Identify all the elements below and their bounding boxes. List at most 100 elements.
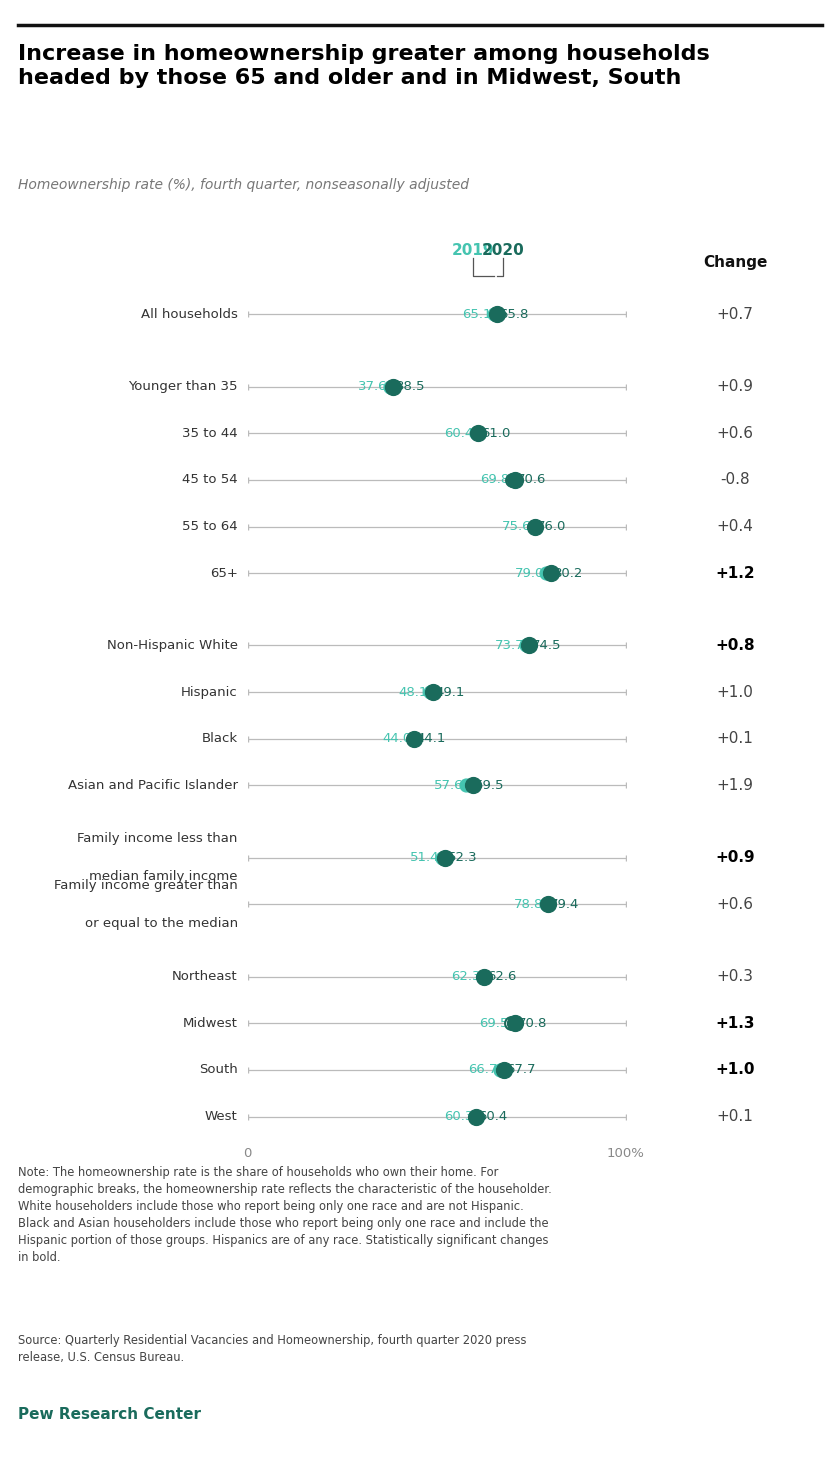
Text: +0.7: +0.7 [717, 306, 753, 322]
Point [544, 561, 558, 585]
Point [386, 375, 400, 398]
Text: 51.4: 51.4 [410, 851, 440, 865]
Text: 69.8: 69.8 [480, 474, 509, 487]
Text: 76.0: 76.0 [538, 521, 567, 534]
Text: 37.6: 37.6 [358, 381, 388, 394]
Text: 78.8: 78.8 [514, 898, 543, 911]
Text: 65+: 65+ [210, 567, 238, 580]
Text: 60.4: 60.4 [444, 427, 474, 440]
Point [490, 303, 503, 327]
Text: +0.9: +0.9 [715, 850, 755, 865]
Point [487, 303, 501, 327]
Text: 73.7: 73.7 [495, 639, 524, 652]
Text: +0.4: +0.4 [717, 519, 753, 534]
Text: 55 to 64: 55 to 64 [182, 521, 238, 534]
Point [509, 1012, 522, 1035]
Point [541, 892, 554, 916]
Text: -0.8: -0.8 [720, 472, 750, 487]
Text: Source: Quarterly Residential Vacancies and Homeownership, fourth quarter 2020 p: Source: Quarterly Residential Vacancies … [18, 1334, 527, 1365]
Point [472, 421, 486, 445]
Text: +1.9: +1.9 [717, 779, 753, 793]
Point [407, 728, 421, 751]
Text: 60.3: 60.3 [444, 1110, 474, 1123]
Point [470, 1105, 483, 1128]
Text: 48.1: 48.1 [398, 685, 428, 698]
Text: +0.6: +0.6 [717, 426, 753, 440]
Point [520, 634, 533, 658]
Text: +1.0: +1.0 [715, 1063, 755, 1077]
Point [539, 892, 553, 916]
Text: +1.3: +1.3 [715, 1016, 755, 1031]
Text: Asian and Pacific Islander: Asian and Pacific Islander [68, 779, 238, 792]
Text: 61.0: 61.0 [480, 427, 510, 440]
Point [504, 1012, 517, 1035]
Point [383, 375, 396, 398]
Text: 65.8: 65.8 [499, 308, 528, 321]
Point [466, 774, 480, 798]
Point [539, 561, 553, 585]
Text: 70.8: 70.8 [517, 1016, 547, 1029]
Text: 74.5: 74.5 [532, 639, 561, 652]
Text: +1.2: +1.2 [715, 566, 755, 580]
Point [470, 421, 483, 445]
Text: 59.5: 59.5 [475, 779, 505, 792]
Point [478, 965, 491, 989]
Point [505, 468, 518, 491]
Text: 67.7: 67.7 [506, 1063, 535, 1076]
Point [459, 774, 472, 798]
Text: All households: All households [141, 308, 238, 321]
Text: 69.5: 69.5 [479, 1016, 508, 1029]
Text: 35 to 44: 35 to 44 [182, 427, 238, 440]
Text: Non-Hispanic White: Non-Hispanic White [107, 639, 238, 652]
Text: 45 to 54: 45 to 54 [182, 474, 238, 487]
Point [527, 515, 540, 538]
Point [469, 1105, 482, 1128]
Text: Northeast: Northeast [172, 970, 238, 983]
Text: 62.6: 62.6 [486, 970, 516, 983]
Text: Hispanic: Hispanic [181, 685, 238, 698]
Text: median family income: median family income [89, 870, 238, 884]
Point [508, 468, 522, 491]
Text: Family income less than: Family income less than [77, 833, 238, 846]
Point [493, 1059, 507, 1082]
Point [497, 1059, 511, 1082]
Text: 44.0: 44.0 [382, 732, 412, 745]
Text: 79.0: 79.0 [515, 567, 544, 580]
Text: 62.3: 62.3 [452, 970, 481, 983]
Point [423, 681, 436, 704]
Text: 65.1: 65.1 [462, 308, 491, 321]
Text: +0.3: +0.3 [717, 970, 753, 984]
Text: 75.6: 75.6 [501, 521, 531, 534]
Text: Black: Black [202, 732, 238, 745]
Text: 79.4: 79.4 [550, 898, 580, 911]
Text: 38.5: 38.5 [396, 381, 425, 394]
Text: 52.3: 52.3 [448, 851, 477, 865]
Text: 44.1: 44.1 [417, 732, 446, 745]
Text: +0.1: +0.1 [717, 1110, 753, 1124]
Text: Midwest: Midwest [183, 1016, 238, 1029]
Text: +0.1: +0.1 [717, 732, 753, 746]
Text: West: West [205, 1110, 238, 1123]
Text: Increase in homeownership greater among households
headed by those 65 and older : Increase in homeownership greater among … [18, 44, 711, 87]
Text: +1.0: +1.0 [717, 685, 753, 700]
Text: Younger than 35: Younger than 35 [129, 381, 238, 394]
Point [528, 515, 542, 538]
Text: +0.9: +0.9 [717, 379, 753, 394]
Text: +0.8: +0.8 [715, 639, 755, 653]
Point [438, 846, 452, 869]
Point [407, 728, 421, 751]
Text: 80.2: 80.2 [554, 567, 583, 580]
Point [427, 681, 440, 704]
Point [522, 634, 536, 658]
Text: Change: Change [703, 255, 767, 270]
Text: Family income greater than: Family income greater than [54, 879, 238, 892]
Text: 2019: 2019 [452, 243, 494, 258]
Text: 60.4: 60.4 [479, 1110, 507, 1123]
Point [476, 965, 490, 989]
Text: Homeownership rate (%), fourth quarter, nonseasonally adjusted: Homeownership rate (%), fourth quarter, … [18, 178, 470, 192]
Text: South: South [199, 1063, 238, 1076]
Point [435, 846, 449, 869]
Text: 66.7: 66.7 [468, 1063, 497, 1076]
Text: 2020: 2020 [482, 243, 525, 258]
Text: Note: The homeownership rate is the share of households who own their home. For
: Note: The homeownership rate is the shar… [18, 1166, 552, 1264]
